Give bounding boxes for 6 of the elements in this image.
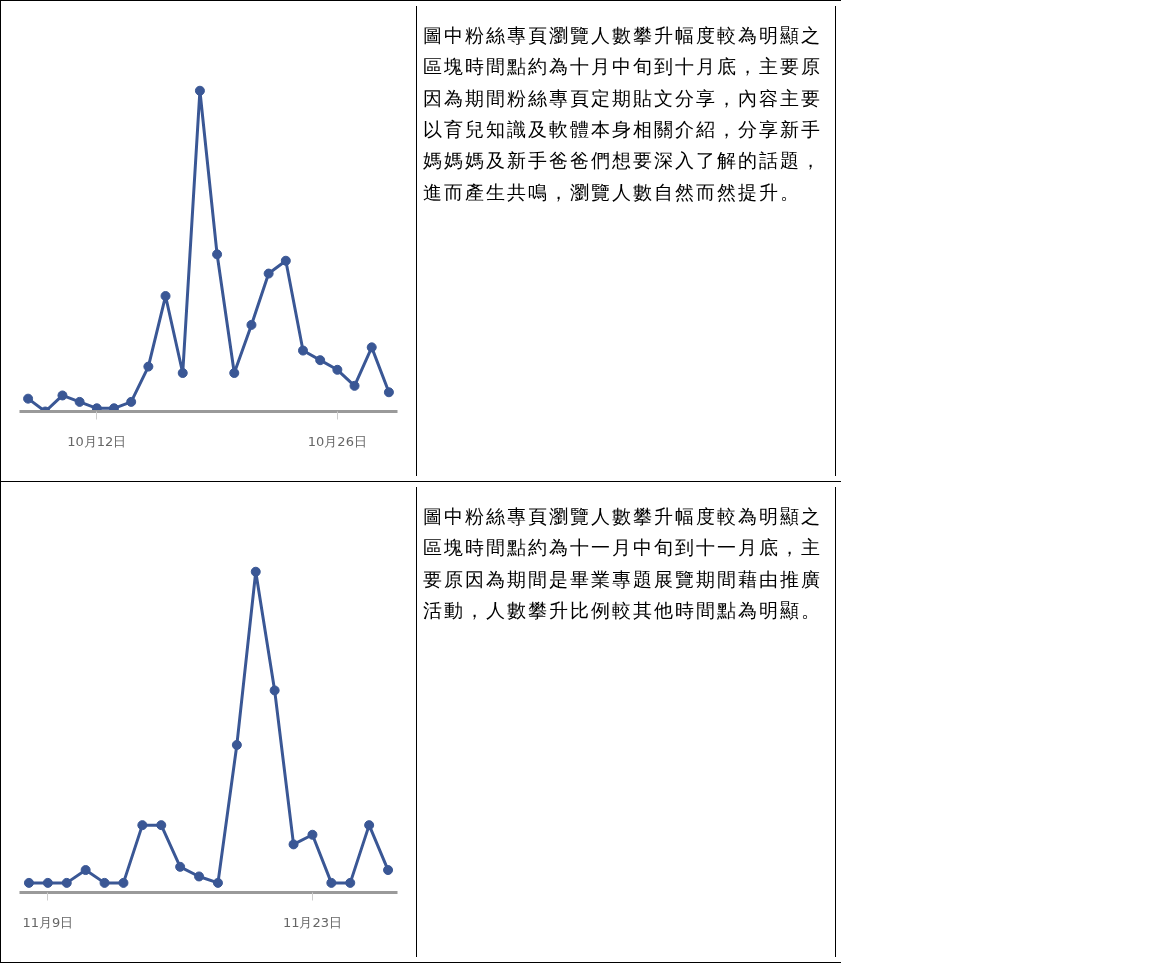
text: 圖中粉絲專頁瀏覽人數攀升幅度較為明顯之區塊時間點約為十一月中旬到十一月底，主要原因為期間是畢業專題展覽期間藉由推廣活動，人數攀升比例較其他時間點為明顯。: [423, 504, 823, 624]
x-tick-label: 10月12日: [67, 433, 127, 449]
text: 圖中粉絲專頁瀏覽人數攀升幅度較為明顯之區塊時間點約為十月中旬到十月底，主要原因為期間粉絲專頁定期貼文分享，內容主要以育兒知識及軟體本身相關介紹，分享新手媽媽媽及新手爸爸們想要深入了解的話題，進而產生共鳴，瀏覽人數自然而然提升。: [423, 23, 823, 205]
x-tick-label: 10月26日: [307, 433, 367, 449]
x-tick-label: 11月9日: [22, 914, 74, 930]
x-tick-label: 11月23日: [282, 914, 342, 930]
